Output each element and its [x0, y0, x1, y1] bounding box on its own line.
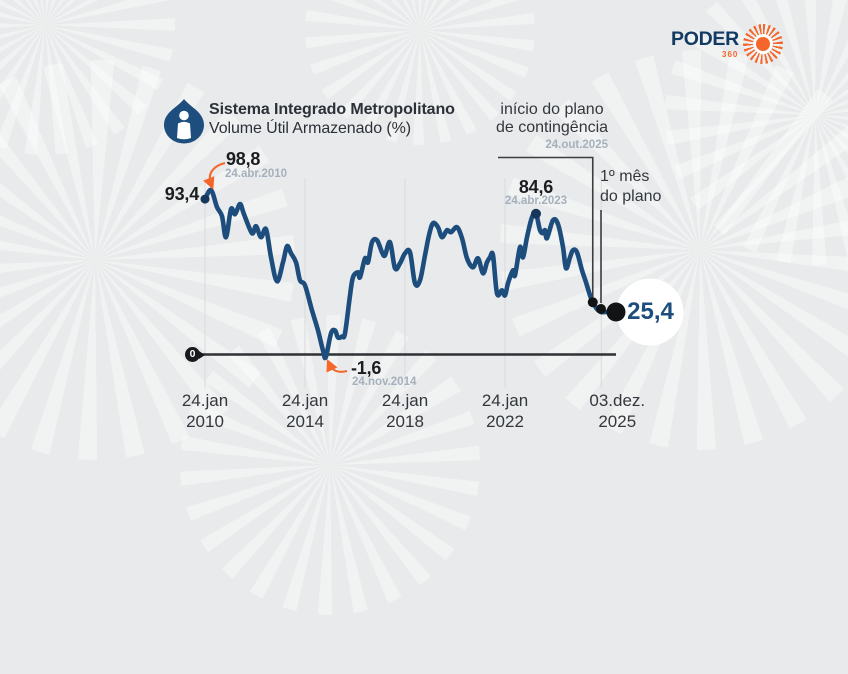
current-value-label: 25,4	[627, 298, 674, 325]
brand-sub-360: 360	[722, 50, 739, 59]
annotation-trough-date: 24.nov.2014	[352, 376, 417, 388]
brand-logo: PODER 360	[671, 24, 791, 68]
zero-axis-pointer	[199, 351, 205, 359]
x-tick-label: 24.jan 2014	[281, 391, 329, 431]
x-tick-label: 24.jan 2010	[181, 391, 229, 431]
annotation-2023-date: 24.abr.2023	[505, 195, 568, 207]
chart-header: Sistema Integrado Metropolitano Volume Ú…	[163, 97, 503, 145]
chart-subtitle: Volume Útil Armazenado (%)	[209, 120, 411, 137]
brand-name: PODER	[671, 28, 739, 50]
x-tick-label: 24.jan 2018	[381, 391, 429, 431]
annotation-peak-value: 98,8	[226, 149, 261, 169]
annotation-peak-date: 24.abr.2010	[225, 168, 288, 180]
annotation-start-value: 93,4	[164, 184, 199, 204]
month-annotation-line1: 1º mês	[600, 168, 650, 185]
chart-canvas	[200, 156, 684, 388]
plan-annotation-line1: início do plano	[500, 101, 604, 118]
month-annotation: 1º mês do plano	[600, 167, 670, 207]
brand-sunburst-icon	[743, 24, 783, 64]
plan-annotation-date: 24.out.2025	[545, 139, 608, 151]
water-drop-person-icon	[164, 99, 204, 144]
plan-annotation-line2: de contingência	[495, 119, 609, 136]
chart-title: Sistema Integrado Metropolitano	[209, 101, 455, 118]
annotation-trough-value: -1,6	[351, 358, 382, 378]
annotation-2023-value: 84,6	[518, 177, 554, 197]
zero-axis-badge: 0	[185, 347, 200, 362]
month-annotation-line2: do plano	[600, 188, 662, 205]
x-tick-label: 24.jan 2022	[481, 391, 529, 431]
x-tick-label: 03.dez. 2025	[589, 391, 646, 431]
